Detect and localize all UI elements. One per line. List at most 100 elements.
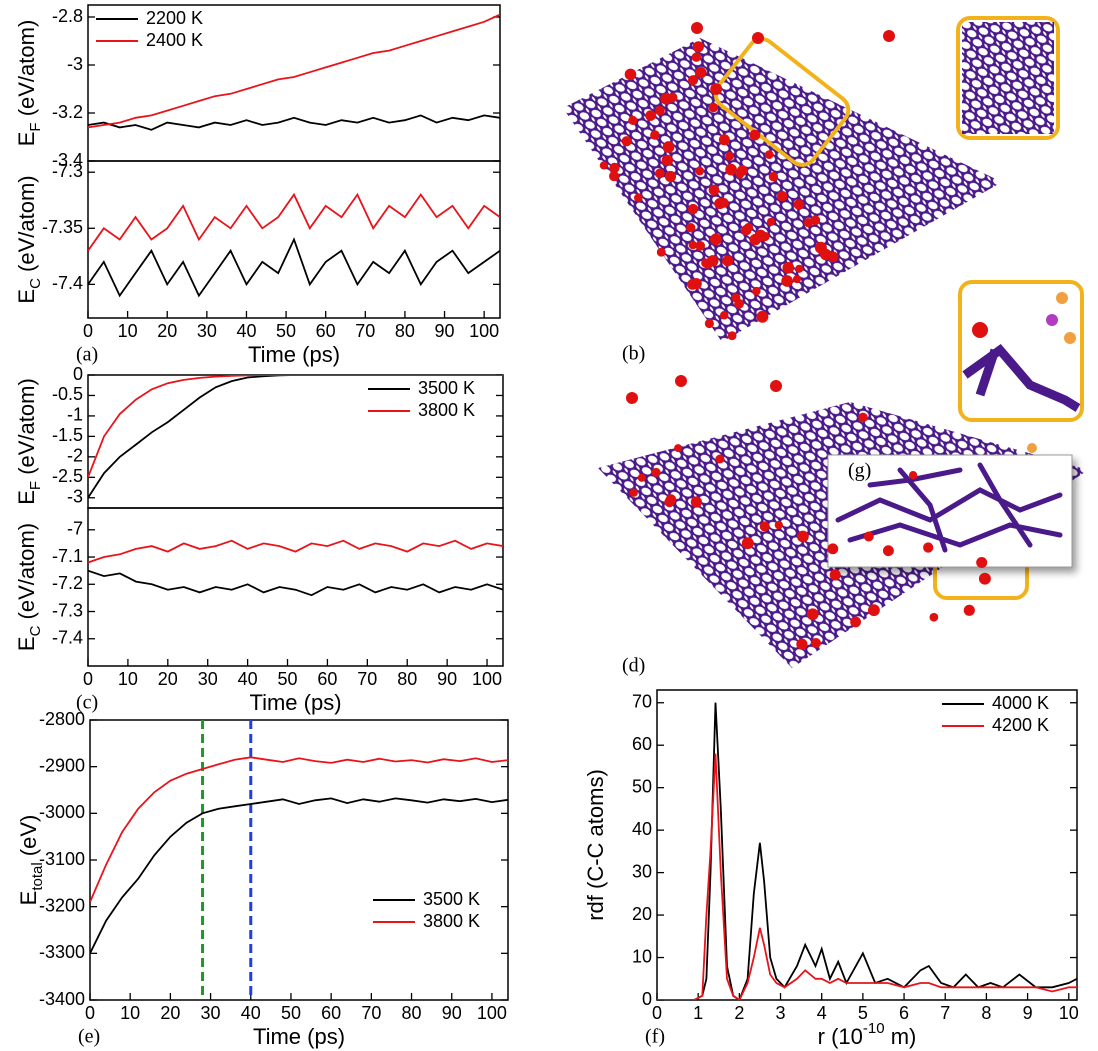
atom: [1056, 292, 1068, 304]
atom: [882, 545, 894, 557]
x-tick-label: 30: [197, 321, 217, 341]
legend-label: 3800 K: [423, 911, 480, 931]
x-tick-label: 60: [321, 1003, 341, 1023]
atom: [827, 251, 839, 263]
atom: [774, 520, 783, 530]
legend-label: 3800 K: [418, 400, 475, 420]
y-tick-label: -0.5: [52, 384, 83, 404]
atom: [629, 488, 638, 497]
x-tick-label: 50: [278, 669, 298, 689]
x-tick-label: 100: [472, 669, 502, 689]
atom: [883, 30, 895, 42]
atom: [1046, 314, 1058, 326]
atom: [976, 556, 988, 569]
series-line: [88, 569, 503, 597]
y-tick-label: -7.4: [52, 628, 83, 648]
y-tick-label: 10: [632, 946, 652, 966]
atom: [731, 293, 741, 303]
panel-label: (b): [622, 343, 645, 365]
y-axis-label: EC (eV/atom): [14, 175, 45, 303]
atom: [609, 162, 620, 174]
atom: [688, 75, 699, 86]
legend-label: 4200 K: [992, 715, 1049, 735]
x-tick-label: 1: [693, 1003, 703, 1023]
x-tick-label: 70: [361, 1003, 381, 1023]
label-part: E: [16, 891, 41, 906]
atom: [754, 229, 767, 242]
atom: [759, 521, 770, 532]
atom: [718, 134, 730, 146]
y-tick-label: -2.5: [52, 466, 83, 486]
atom: [776, 190, 788, 202]
atom: [709, 233, 722, 246]
y-tick-label: -3100: [39, 849, 85, 869]
atom: [735, 170, 745, 179]
atom: [796, 638, 808, 650]
atom: [810, 637, 822, 649]
atom: [650, 130, 660, 140]
label-part: C: [27, 278, 44, 289]
y-tick-label: -2.8: [52, 6, 83, 26]
atom: [660, 92, 672, 105]
atom: [675, 375, 687, 387]
atom: [793, 199, 805, 210]
atom: [695, 166, 705, 176]
y-tick-label: -3.2: [52, 102, 83, 122]
legend-label: 3500 K: [418, 378, 475, 398]
inset-label: (g): [848, 460, 871, 482]
atom: [863, 531, 874, 542]
atom: [626, 392, 638, 404]
y-tick-label: 70: [632, 691, 652, 711]
y-tick-label: 60: [632, 734, 652, 754]
x-tick-label: 100: [477, 1003, 507, 1023]
atom: [651, 467, 661, 477]
y-tick-label: -7.1: [52, 546, 83, 566]
legend-label: 4000 K: [992, 693, 1049, 713]
series-line: [90, 756, 508, 903]
y-tick-label: -3000: [39, 802, 85, 822]
x-tick-label: 60: [316, 321, 336, 341]
atom: [963, 604, 975, 616]
atom: [674, 444, 683, 453]
y-tick-label: 20: [632, 904, 652, 924]
atom: [1027, 443, 1037, 453]
atom: [710, 83, 723, 95]
x-tick-label: 9: [1023, 1003, 1033, 1023]
atom: [749, 129, 761, 141]
x-tick-label: 90: [437, 669, 457, 689]
panel-label: (e): [78, 1026, 100, 1048]
x-tick-label: 5: [858, 1003, 868, 1023]
y-tick-label: -7.2: [52, 573, 83, 593]
atom: [628, 115, 638, 125]
atom: [664, 496, 675, 508]
atom: [708, 184, 720, 196]
atom: [687, 203, 699, 215]
x-tick-label: 8: [981, 1003, 991, 1023]
atom: [655, 105, 665, 116]
atom: [764, 150, 774, 159]
atom: [624, 68, 637, 81]
atom: [692, 41, 704, 53]
x-tick-label: 2: [734, 1003, 744, 1023]
x-axis-label: Time (ps): [253, 1024, 345, 1049]
x-tick-label: 6: [899, 1003, 909, 1023]
inset-bonds: [962, 343, 1081, 412]
atom: [637, 473, 646, 482]
panel-label: (a): [76, 344, 98, 366]
atom: [741, 537, 754, 550]
y-axis-label: rdf (C-C atoms): [583, 769, 608, 921]
x-tick-label: 0: [85, 1003, 95, 1023]
atom: [661, 154, 673, 167]
series-line: [657, 753, 1077, 1000]
x-tick-label: 10: [120, 1003, 140, 1023]
atom: [645, 110, 656, 121]
atom: [752, 286, 761, 296]
x-axis-label: Time (ps): [248, 342, 340, 367]
x-tick-label: 90: [435, 321, 455, 341]
y-axis-label: Etotal (eV): [16, 815, 47, 906]
atom: [690, 496, 702, 508]
atom: [929, 612, 939, 622]
plot-frame: [89, 719, 509, 1001]
atom: [718, 197, 729, 208]
